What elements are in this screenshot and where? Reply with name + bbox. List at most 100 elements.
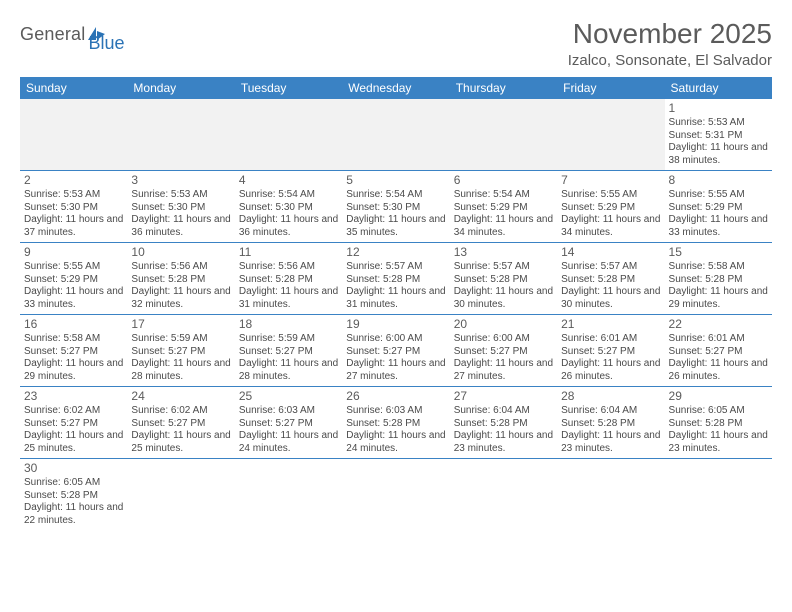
daylight-text: Daylight: 11 hours and 38 minutes. — [669, 142, 768, 167]
sunrise-text: Sunrise: 5:59 AM — [131, 333, 230, 346]
sunset-text: Sunset: 5:28 PM — [561, 418, 660, 431]
sunrise-text: Sunrise: 6:05 AM — [669, 405, 768, 418]
day-number: 28 — [561, 389, 660, 404]
calendar-cell-blank — [557, 459, 664, 530]
sunset-text: Sunset: 5:27 PM — [669, 346, 768, 359]
sunrise-text: Sunrise: 5:56 AM — [239, 261, 338, 274]
calendar-cell: 19Sunrise: 6:00 AMSunset: 5:27 PMDayligh… — [342, 315, 449, 386]
day-number: 26 — [346, 389, 445, 404]
calendar-week: 1Sunrise: 5:53 AMSunset: 5:31 PMDaylight… — [20, 99, 772, 171]
day-number: 14 — [561, 245, 660, 260]
calendar-week: 16Sunrise: 5:58 AMSunset: 5:27 PMDayligh… — [20, 315, 772, 387]
sunrise-text: Sunrise: 5:54 AM — [346, 189, 445, 202]
calendar-cell: 11Sunrise: 5:56 AMSunset: 5:28 PMDayligh… — [235, 243, 342, 314]
calendar-cell: 17Sunrise: 5:59 AMSunset: 5:27 PMDayligh… — [127, 315, 234, 386]
calendar-cell-blank — [342, 99, 449, 170]
sunrise-text: Sunrise: 6:02 AM — [24, 405, 123, 418]
sunset-text: Sunset: 5:28 PM — [669, 418, 768, 431]
sunset-text: Sunset: 5:27 PM — [24, 346, 123, 359]
sunset-text: Sunset: 5:27 PM — [24, 418, 123, 431]
daylight-text: Daylight: 11 hours and 34 minutes. — [561, 214, 660, 239]
calendar-day-header: SundayMondayTuesdayWednesdayThursdayFrid… — [20, 77, 772, 99]
day-header-cell: Saturday — [665, 77, 772, 99]
calendar-week: 30Sunrise: 6:05 AMSunset: 5:28 PMDayligh… — [20, 459, 772, 530]
sunset-text: Sunset: 5:28 PM — [24, 490, 123, 503]
sunset-text: Sunset: 5:27 PM — [239, 418, 338, 431]
daylight-text: Daylight: 11 hours and 25 minutes. — [131, 430, 230, 455]
sunrise-text: Sunrise: 5:55 AM — [24, 261, 123, 274]
page-title: November 2025 — [568, 18, 772, 50]
calendar-cell: 30Sunrise: 6:05 AMSunset: 5:28 PMDayligh… — [20, 459, 127, 530]
calendar-cell: 29Sunrise: 6:05 AMSunset: 5:28 PMDayligh… — [665, 387, 772, 458]
calendar-cell-blank — [235, 459, 342, 530]
sunset-text: Sunset: 5:30 PM — [346, 202, 445, 215]
day-number: 27 — [454, 389, 553, 404]
calendar-week: 9Sunrise: 5:55 AMSunset: 5:29 PMDaylight… — [20, 243, 772, 315]
calendar-cell: 8Sunrise: 5:55 AMSunset: 5:29 PMDaylight… — [665, 171, 772, 242]
day-number: 25 — [239, 389, 338, 404]
sunset-text: Sunset: 5:28 PM — [131, 274, 230, 287]
calendar-cell-blank — [450, 459, 557, 530]
daylight-text: Daylight: 11 hours and 24 minutes. — [239, 430, 338, 455]
calendar-cell: 22Sunrise: 6:01 AMSunset: 5:27 PMDayligh… — [665, 315, 772, 386]
day-number: 1 — [669, 101, 768, 116]
day-number: 2 — [24, 173, 123, 188]
day-header-cell: Thursday — [450, 77, 557, 99]
day-number: 16 — [24, 317, 123, 332]
calendar-body: 1Sunrise: 5:53 AMSunset: 5:31 PMDaylight… — [20, 99, 772, 530]
sunset-text: Sunset: 5:28 PM — [454, 418, 553, 431]
daylight-text: Daylight: 11 hours and 23 minutes. — [561, 430, 660, 455]
daylight-text: Daylight: 11 hours and 31 minutes. — [239, 286, 338, 311]
logo-text-general: General — [20, 24, 85, 45]
daylight-text: Daylight: 11 hours and 36 minutes. — [239, 214, 338, 239]
sunrise-text: Sunrise: 5:57 AM — [561, 261, 660, 274]
sunrise-text: Sunrise: 6:04 AM — [561, 405, 660, 418]
calendar-cell: 16Sunrise: 5:58 AMSunset: 5:27 PMDayligh… — [20, 315, 127, 386]
calendar-cell-blank — [342, 459, 449, 530]
header: General Blue November 2025 Izalco, Sonso… — [20, 18, 772, 75]
sunrise-text: Sunrise: 5:53 AM — [669, 117, 768, 130]
day-number: 24 — [131, 389, 230, 404]
day-number: 30 — [24, 461, 123, 476]
day-number: 22 — [669, 317, 768, 332]
day-number: 7 — [561, 173, 660, 188]
daylight-text: Daylight: 11 hours and 23 minutes. — [669, 430, 768, 455]
sunset-text: Sunset: 5:30 PM — [24, 202, 123, 215]
calendar-cell: 28Sunrise: 6:04 AMSunset: 5:28 PMDayligh… — [557, 387, 664, 458]
sunrise-text: Sunrise: 6:04 AM — [454, 405, 553, 418]
sunset-text: Sunset: 5:28 PM — [561, 274, 660, 287]
daylight-text: Daylight: 11 hours and 26 minutes. — [669, 358, 768, 383]
daylight-text: Daylight: 11 hours and 34 minutes. — [454, 214, 553, 239]
logo-text-blue: Blue — [88, 33, 124, 53]
daylight-text: Daylight: 11 hours and 28 minutes. — [131, 358, 230, 383]
sunrise-text: Sunrise: 5:58 AM — [24, 333, 123, 346]
sunrise-text: Sunrise: 5:56 AM — [131, 261, 230, 274]
calendar-cell: 25Sunrise: 6:03 AMSunset: 5:27 PMDayligh… — [235, 387, 342, 458]
daylight-text: Daylight: 11 hours and 29 minutes. — [669, 286, 768, 311]
daylight-text: Daylight: 11 hours and 27 minutes. — [454, 358, 553, 383]
sunrise-text: Sunrise: 6:03 AM — [239, 405, 338, 418]
day-header-cell: Monday — [127, 77, 234, 99]
daylight-text: Daylight: 11 hours and 35 minutes. — [346, 214, 445, 239]
sunrise-text: Sunrise: 5:53 AM — [24, 189, 123, 202]
sunrise-text: Sunrise: 5:55 AM — [669, 189, 768, 202]
sunrise-text: Sunrise: 6:00 AM — [454, 333, 553, 346]
sunrise-text: Sunrise: 5:55 AM — [561, 189, 660, 202]
daylight-text: Daylight: 11 hours and 33 minutes. — [24, 286, 123, 311]
sunset-text: Sunset: 5:29 PM — [669, 202, 768, 215]
calendar-cell: 3Sunrise: 5:53 AMSunset: 5:30 PMDaylight… — [127, 171, 234, 242]
daylight-text: Daylight: 11 hours and 24 minutes. — [346, 430, 445, 455]
sunrise-text: Sunrise: 6:00 AM — [346, 333, 445, 346]
calendar-cell-blank — [20, 99, 127, 170]
day-number: 5 — [346, 173, 445, 188]
calendar-cell: 21Sunrise: 6:01 AMSunset: 5:27 PMDayligh… — [557, 315, 664, 386]
daylight-text: Daylight: 11 hours and 30 minutes. — [561, 286, 660, 311]
sunset-text: Sunset: 5:27 PM — [131, 418, 230, 431]
calendar-cell: 26Sunrise: 6:03 AMSunset: 5:28 PMDayligh… — [342, 387, 449, 458]
daylight-text: Daylight: 11 hours and 28 minutes. — [239, 358, 338, 383]
daylight-text: Daylight: 11 hours and 31 minutes. — [346, 286, 445, 311]
calendar-cell: 7Sunrise: 5:55 AMSunset: 5:29 PMDaylight… — [557, 171, 664, 242]
calendar-cell: 15Sunrise: 5:58 AMSunset: 5:28 PMDayligh… — [665, 243, 772, 314]
calendar-cell: 18Sunrise: 5:59 AMSunset: 5:27 PMDayligh… — [235, 315, 342, 386]
day-number: 3 — [131, 173, 230, 188]
